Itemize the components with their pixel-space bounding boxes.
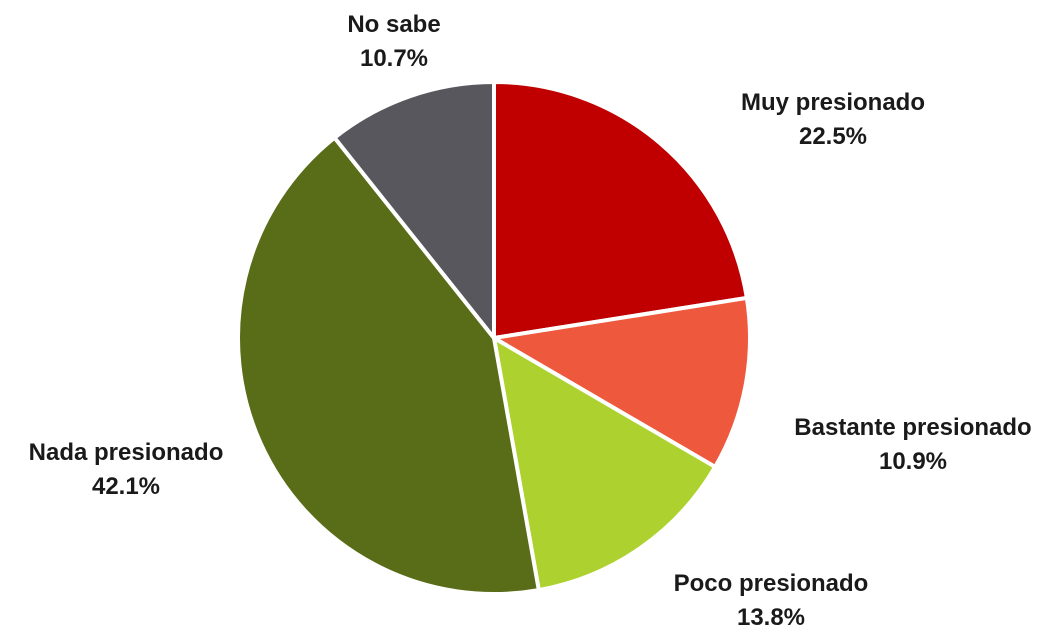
slice-label-bastante-presionado-value: 10.9%: [879, 448, 947, 475]
slice-label-muy-presionado-name: Muy presionado: [741, 89, 925, 116]
pie-slice-nada-presionado: [236, 134, 542, 596]
slice-label-bastante-presionado: Bastante presionado 10.9%: [794, 414, 1031, 475]
slice-label-nada-presionado: Nada presionado 42.1%: [29, 439, 224, 500]
pie-slice-bastante-presionado: [488, 295, 752, 470]
pie-slices: [236, 79, 752, 596]
slice-label-no-sabe-value: 10.7%: [360, 45, 428, 72]
slice-label-poco-presionado-value: 13.8%: [737, 604, 805, 631]
slice-label-no-sabe: No sabe 10.7%: [347, 11, 440, 72]
slice-label-poco-presionado-name: Poco presionado: [674, 570, 869, 597]
slice-label-bastante-presionado-name: Bastante presionado: [794, 414, 1031, 441]
pie-slice-no-sabe: [331, 79, 496, 344]
pie-slice-muy-presionado: [492, 79, 750, 341]
slice-label-muy-presionado: Muy presionado 22.5%: [741, 89, 925, 150]
slice-label-no-sabe-name: No sabe: [347, 11, 440, 38]
slice-label-nada-presionado-name: Nada presionado: [29, 439, 224, 466]
slice-label-muy-presionado-value: 22.5%: [799, 123, 867, 150]
pie-slice-poco-presionado: [491, 334, 718, 593]
slice-label-nada-presionado-value: 42.1%: [92, 473, 160, 500]
slice-label-poco-presionado: Poco presionado 13.8%: [674, 570, 869, 631]
